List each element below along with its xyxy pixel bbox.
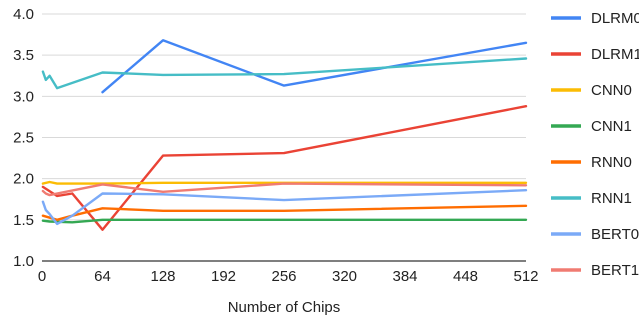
x-tick-label: 384 <box>392 268 417 285</box>
legend-item-bert1: BERT1 <box>551 262 639 279</box>
legend-item-dlrm0: DLRM0 <box>551 10 639 27</box>
y-tick-label: 3.5 <box>13 47 34 64</box>
legend: DLRM0 DLRM1 CNN0 CNN1 RNN0 RNN1 BERT0 BERT1 <box>551 10 639 279</box>
legend-item-rnn1: RNN1 <box>551 190 632 207</box>
x-tick-label: 192 <box>211 268 236 285</box>
x-axis-title: Number of Chips <box>228 299 341 316</box>
legend-label: BERT1 <box>591 262 639 279</box>
legend-item-bert0: BERT0 <box>551 226 639 243</box>
legend-item-cnn0: CNN0 <box>551 82 632 99</box>
x-tick-label: 320 <box>332 268 357 285</box>
series-line-bert1 <box>41 182 528 197</box>
legend-label: DLRM1 <box>591 46 639 63</box>
x-tick-label: 0 <box>38 268 46 285</box>
legend-label: CNN1 <box>591 118 632 135</box>
series-line-cnn0 <box>41 180 528 185</box>
y-tick-label: 1.0 <box>13 253 34 270</box>
y-tick-label: 1.5 <box>13 212 34 229</box>
y-tick-label: 3.0 <box>13 88 34 105</box>
legend-label: RNN1 <box>591 190 632 207</box>
legend-label: CNN0 <box>591 82 632 99</box>
legend-item-rnn0: RNN0 <box>551 154 632 171</box>
x-tick-label: 128 <box>150 268 175 285</box>
gridlines <box>42 13 526 221</box>
x-tick-label: 64 <box>94 268 111 285</box>
x-tick-label: 512 <box>513 268 538 285</box>
x-tick-label: 448 <box>453 268 478 285</box>
y-axis-ticks: 1.0 1.5 2.0 2.5 3.0 3.5 4.0 <box>13 6 34 270</box>
series-line-dlrm1 <box>41 104 528 231</box>
series-line-bert0 <box>41 188 528 226</box>
x-tick-label: 256 <box>271 268 296 285</box>
legend-label: BERT0 <box>591 226 639 243</box>
series-line-dlrm0 <box>101 39 528 94</box>
legend-label: DLRM0 <box>591 10 639 27</box>
x-axis-ticks: 0 64 128 192 256 320 384 448 512 <box>38 268 539 285</box>
series-line-cnn1 <box>41 218 528 224</box>
y-tick-label: 4.0 <box>13 6 34 23</box>
legend-item-cnn1: CNN1 <box>551 118 632 135</box>
series-line-rnn1 <box>41 57 528 90</box>
series-line-rnn0 <box>41 204 528 222</box>
y-tick-label: 2.0 <box>13 171 34 188</box>
legend-item-dlrm1: DLRM1 <box>551 46 639 63</box>
y-tick-label: 2.5 <box>13 130 34 147</box>
legend-label: RNN0 <box>591 154 632 171</box>
series-layer <box>41 39 528 231</box>
